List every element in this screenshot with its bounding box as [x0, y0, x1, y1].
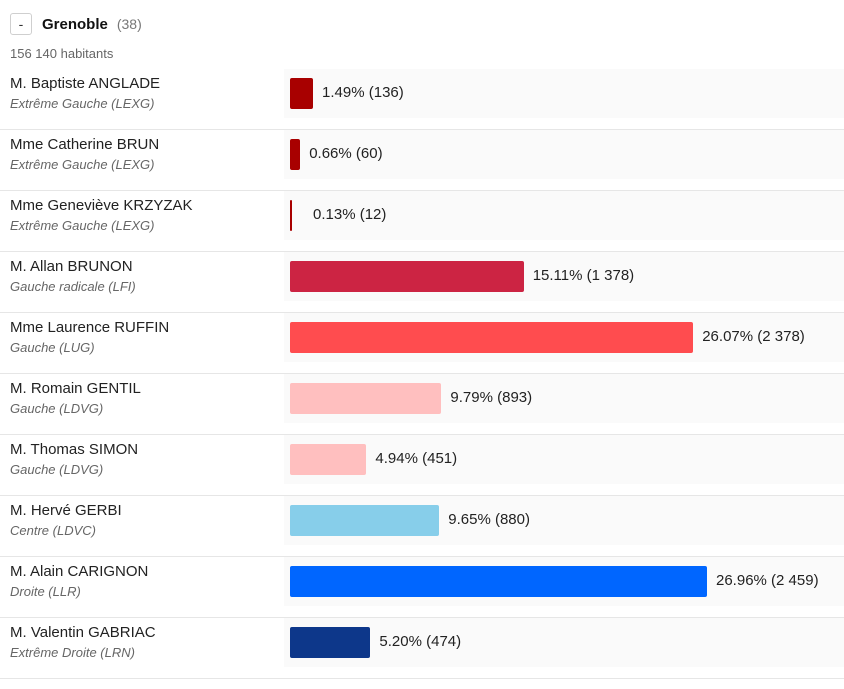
candidate-info: M. Alain CARIGNON Droite (LLR) — [10, 563, 148, 600]
bar-value-label: 0.13% (12) — [313, 206, 387, 223]
candidate-info: Mme Catherine BRUN Extrême Gauche (LEXG) — [10, 136, 159, 173]
candidate-party: Extrême Droite (LRN) — [10, 645, 135, 660]
result-bar — [290, 78, 314, 109]
bar-track — [284, 435, 844, 484]
result-bar — [290, 566, 707, 597]
result-row: Mme Catherine BRUN Extrême Gauche (LEXG) 0… — [0, 130, 844, 191]
result-row: M. Baptiste ANGLADE Extrême Gauche (LEXG)… — [0, 69, 844, 130]
candidate-party: Gauche (LDVG) — [10, 462, 104, 477]
result-bar — [290, 444, 367, 475]
city-name: Grenoble — [42, 15, 108, 33]
candidate-info: M. Baptiste ANGLADE Extrême Gauche (LEXG) — [10, 75, 160, 112]
collapse-toggle-button[interactable]: - — [10, 13, 32, 35]
candidate-name: Mme Geneviève KRZYZAK — [10, 197, 193, 214]
result-bar — [290, 505, 440, 536]
city-result-count: (38) — [116, 16, 142, 32]
bar-value-label: 15.11% (1 378) — [532, 267, 635, 284]
bar-track — [284, 618, 844, 667]
bar-track — [284, 191, 844, 240]
candidate-party: Gauche (LDVG) — [10, 401, 104, 416]
candidate-info: M. Romain GENTIL Gauche (LDVG) — [10, 380, 141, 417]
candidate-info: M. Thomas SIMON Gauche (LDVG) — [10, 441, 138, 478]
result-row: M. Hervé GERBI Centre (LDVC) 9.65% (880) — [0, 496, 844, 557]
bar-value-label: 1.49% (136) — [322, 84, 404, 101]
bar-value-label: 9.79% (893) — [450, 389, 533, 406]
candidate-info: Mme Geneviève KRZYZAK Extrême Gauche (LEX… — [10, 197, 193, 234]
result-bar — [290, 200, 292, 231]
candidate-name: Mme Catherine BRUN — [10, 136, 160, 153]
result-row: M. Romain GENTIL Gauche (LDVG) 9.79% (893) — [0, 374, 844, 435]
candidate-name: M. Thomas SIMON — [10, 441, 139, 458]
candidate-name: M. Allan BRUNON — [10, 258, 133, 275]
bar-track — [284, 130, 844, 179]
result-row: M. Valentin GABRIAC Extrême Droite (LRN) 5… — [0, 618, 844, 679]
candidate-name: M. Hervé GERBI — [10, 502, 122, 519]
result-bar — [290, 383, 442, 414]
candidate-party: Extrême Gauche (LEXG) — [10, 96, 155, 111]
result-bar — [290, 322, 694, 353]
result-row: Mme Laurence RUFFIN Gauche (LUG) 26.07% (2… — [0, 313, 844, 374]
result-bar — [290, 261, 524, 292]
candidate-party: Gauche radicale (LFI) — [10, 279, 136, 294]
candidate-party: Gauche (LUG) — [10, 340, 95, 355]
bar-track — [284, 69, 844, 118]
city-header: - Grenoble (38) — [10, 11, 142, 37]
candidate-info: Mme Laurence RUFFIN Gauche (LUG) — [10, 319, 169, 356]
candidate-info: M. Valentin GABRIAC Extrême Droite (LRN) — [10, 624, 156, 661]
result-row: M. Allan BRUNON Gauche radicale (LFI) 15.1… — [0, 252, 844, 313]
bar-value-label: 4.94% (451) — [375, 450, 458, 467]
bar-value-label: 26.96% (2 459) — [716, 572, 819, 589]
candidate-name: M. Alain CARIGNON — [10, 563, 149, 580]
result-bar — [290, 627, 371, 658]
result-row: M. Thomas SIMON Gauche (LDVG) 4.94% (451) — [0, 435, 844, 496]
bar-value-label: 0.66% (60) — [309, 145, 383, 162]
candidate-party: Centre (LDVC) — [10, 523, 96, 538]
candidate-name: Mme Laurence RUFFIN — [10, 319, 170, 336]
bar-value-label: 26.07% (2 378) — [702, 328, 805, 345]
candidate-name: M. Baptiste ANGLADE — [10, 75, 161, 92]
result-bar — [290, 139, 301, 170]
candidate-party: Extrême Gauche (LEXG) — [10, 218, 155, 233]
candidate-info: M. Hervé GERBI Centre (LDVC) — [10, 502, 122, 539]
candidate-info: M. Allan BRUNON Gauche radicale (LFI) — [10, 258, 136, 295]
candidate-name: M. Romain GENTIL — [10, 380, 141, 397]
candidate-party: Droite (LLR) — [10, 584, 81, 599]
result-row: M. Alain CARIGNON Droite (LLR) 26.96% (2 4… — [0, 557, 844, 618]
bar-value-label: 5.20% (474) — [379, 633, 462, 650]
results-chart: M. Baptiste ANGLADE Extrême Gauche (LEXG)… — [0, 69, 844, 679]
candidate-party: Extrême Gauche (LEXG) — [10, 157, 155, 172]
population-label: 156 140 habitants — [10, 46, 114, 61]
candidate-name: M. Valentin GABRIAC — [10, 624, 156, 641]
bar-value-label: 9.65% (880) — [448, 511, 530, 528]
result-row: Mme Geneviève KRZYZAK Extrême Gauche (LEX… — [0, 191, 844, 252]
